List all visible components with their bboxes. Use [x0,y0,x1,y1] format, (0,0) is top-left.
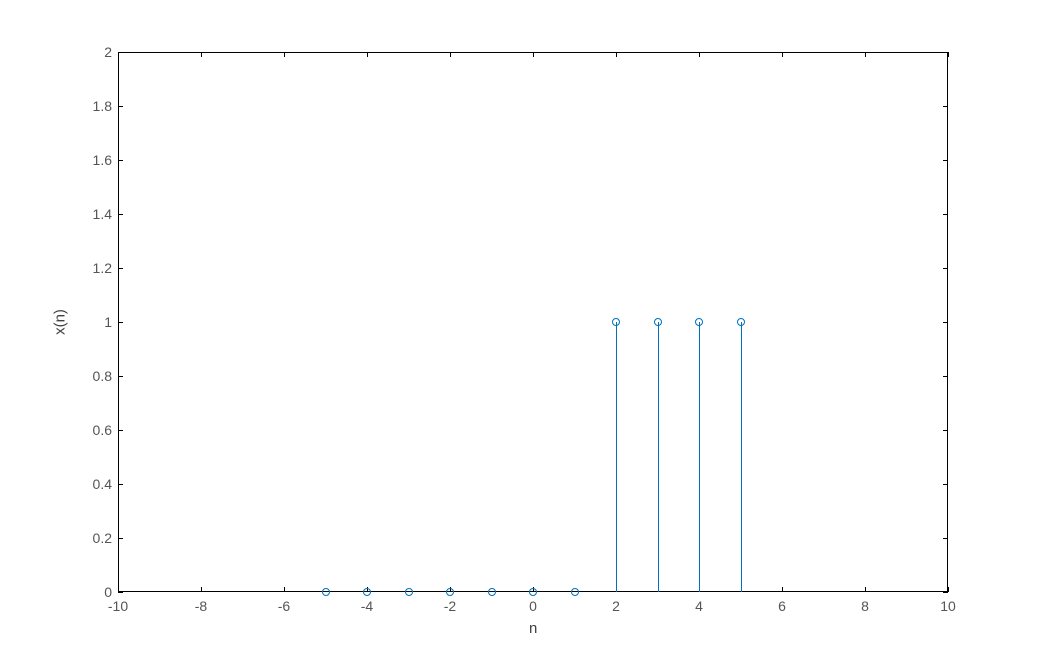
x-tick [284,52,285,57]
stem-line [741,322,742,592]
y-tick-label: 0.2 [84,530,112,546]
x-tick [201,587,202,592]
stem-marker [322,588,330,596]
x-tick-label: 0 [529,598,537,614]
x-tick-label: 2 [612,598,620,614]
stem-marker [363,588,371,596]
y-tick [943,376,948,377]
stem-marker [405,588,413,596]
y-tick-label: 0 [84,584,112,600]
y-tick [118,52,123,53]
x-tick [782,52,783,57]
stem-marker [695,318,703,326]
x-tick [865,52,866,57]
y-tick [943,322,948,323]
stem-marker [612,318,620,326]
y-tick [118,430,123,431]
stem-marker [446,588,454,596]
x-tick [616,52,617,57]
x-axis-label: n [529,620,537,637]
y-tick [943,106,948,107]
y-tick [118,268,123,269]
stem-line [616,322,617,592]
x-tick-label: -4 [361,598,373,614]
x-tick [201,52,202,57]
y-tick-label: 0.4 [84,476,112,492]
stem-marker [737,318,745,326]
y-tick [943,430,948,431]
x-tick [948,587,949,592]
y-tick [943,160,948,161]
y-tick [118,322,123,323]
y-tick-label: 1.2 [84,260,112,276]
y-tick [118,376,123,377]
y-tick [118,592,123,593]
x-tick-label: 4 [695,598,703,614]
stem-marker [488,588,496,596]
y-tick-label: 2 [84,44,112,60]
x-tick-label: 8 [861,598,869,614]
y-tick [118,538,123,539]
y-tick [118,106,123,107]
plot-area [118,52,948,592]
y-tick [118,484,123,485]
x-tick [699,52,700,57]
y-tick-label: 1.6 [84,152,112,168]
x-tick-label: 6 [778,598,786,614]
x-tick [284,587,285,592]
y-tick-label: 0.8 [84,368,112,384]
x-tick [533,52,534,57]
x-tick-label: -6 [278,598,290,614]
x-tick-label: -2 [444,598,456,614]
x-tick-label: -10 [108,598,128,614]
x-tick-label: 10 [940,598,956,614]
y-tick [943,538,948,539]
x-tick [865,587,866,592]
x-tick [450,52,451,57]
y-tick [943,268,948,269]
x-tick [782,587,783,592]
y-tick [943,484,948,485]
y-tick [943,592,948,593]
stem-line [699,322,700,592]
y-tick [118,214,123,215]
x-tick [367,52,368,57]
y-tick [943,214,948,215]
x-tick-label: -8 [195,598,207,614]
y-tick-label: 1.8 [84,98,112,114]
y-tick-label: 1.4 [84,206,112,222]
x-tick [948,52,949,57]
stem-marker [654,318,662,326]
y-tick-label: 0.6 [84,422,112,438]
y-tick-label: 1 [84,314,112,330]
y-tick [943,52,948,53]
y-tick [118,160,123,161]
stem-marker [571,588,579,596]
stem-line [658,322,659,592]
stem-marker [529,588,537,596]
figure: n x(n) -10 -8 -6 -4 -2 0 2 4 6 8 10 0 0.2 0.4 0.6 0.8 1 1… [0,0,1056,660]
y-axis-label: x(n) [52,309,69,335]
